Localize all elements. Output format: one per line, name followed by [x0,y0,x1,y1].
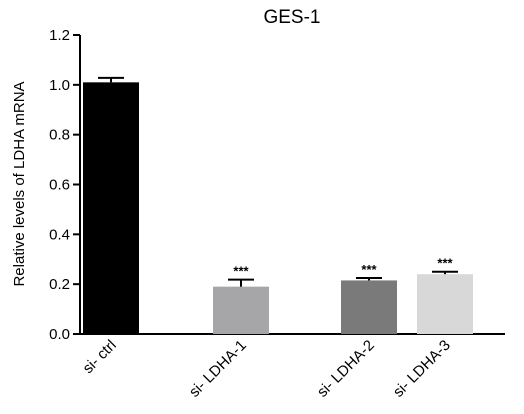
bar-4 [417,274,473,334]
y-axis-ticks: 0.0 0.2 0.4 0.6 0.8 1.0 1.2 [49,27,80,343]
y-tick-label: 0.4 [49,226,70,243]
x-axis-category-labels: si- ctrl si- LDHA-1 si- LDHA-2 si- LDHA-3 [80,337,454,401]
chart-title: GES-1 [263,7,320,28]
y-tick-label: 0.8 [49,127,70,144]
y-tick-label: 1.0 [49,77,70,94]
significance-labels-group: *** *** *** [233,256,453,279]
x-category-label: si- LDHA-2 [314,337,378,401]
x-category-label: si- LDHA-3 [390,337,454,401]
bars-group [83,82,473,334]
y-tick-label: 0.6 [49,177,70,194]
y-tick-label: 1.2 [49,27,70,44]
bar-2 [213,286,269,334]
significance-label: *** [361,262,377,277]
y-tick-label: 0.2 [49,276,70,293]
bar-3 [341,280,397,334]
y-axis-label: Relative levels of LDHA mRNA [11,81,28,286]
x-category-label: si- ctrl [80,337,120,377]
y-tick-label: 0.0 [49,326,70,343]
bar-1 [83,82,139,334]
x-category-label: si- LDHA-1 [186,337,250,401]
significance-label: *** [437,256,453,271]
significance-label: *** [233,264,249,279]
error-bars-group [98,76,458,287]
